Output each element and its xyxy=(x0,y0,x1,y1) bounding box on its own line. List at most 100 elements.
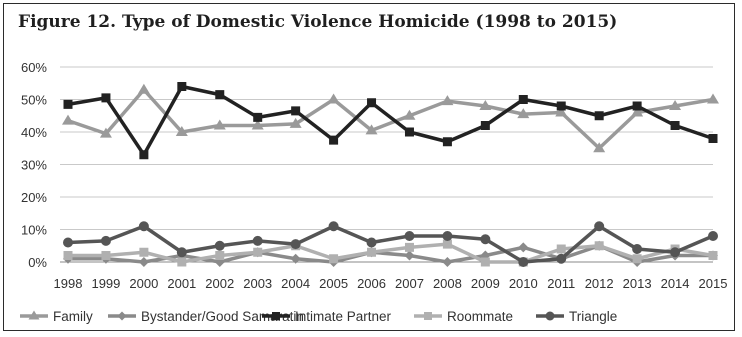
data-point xyxy=(670,247,681,258)
data-point xyxy=(291,106,301,116)
x-tick-label: 2008 xyxy=(433,276,462,291)
data-point xyxy=(290,253,301,264)
legend-label: Family xyxy=(53,309,93,324)
legend-item: Triangle xyxy=(536,309,617,324)
x-tick-label: 2000 xyxy=(129,276,158,291)
data-point xyxy=(708,251,718,260)
x-tick-label: 2006 xyxy=(357,276,386,291)
data-point xyxy=(556,253,567,264)
legend-item: Bystander/Good Samaratin xyxy=(108,309,304,324)
data-point xyxy=(177,82,187,91)
data-point xyxy=(139,247,149,257)
data-point xyxy=(215,251,225,260)
data-point xyxy=(442,257,453,267)
data-point xyxy=(176,247,187,258)
data-point xyxy=(328,221,339,232)
data-point xyxy=(479,100,492,110)
x-tick-label: 2002 xyxy=(205,276,234,291)
data-point xyxy=(594,241,604,251)
data-point xyxy=(669,100,682,110)
data-point xyxy=(99,127,112,138)
data-point xyxy=(404,250,415,261)
data-point xyxy=(480,121,490,130)
data-point xyxy=(177,257,187,267)
x-tick-label: 2015 xyxy=(699,276,728,291)
y-tick-label: 20% xyxy=(21,190,47,205)
x-axis: 1998 1999 2000 2001 2002 2003 2004 2005 2006 2007… xyxy=(54,276,728,291)
data-point xyxy=(708,134,718,143)
legend-item: Intimate Partner xyxy=(262,309,392,324)
data-point xyxy=(366,237,377,248)
data-point xyxy=(365,124,378,135)
data-point xyxy=(253,247,263,257)
data-point xyxy=(708,231,718,241)
x-tick-label: 2005 xyxy=(319,276,348,291)
series-4 xyxy=(63,221,718,267)
data-point xyxy=(101,93,111,103)
x-tick-label: 2014 xyxy=(661,276,690,291)
data-point xyxy=(632,101,642,111)
data-point xyxy=(329,254,339,264)
data-point xyxy=(556,101,566,111)
data-point xyxy=(517,108,530,119)
data-point xyxy=(327,93,340,104)
series-line xyxy=(68,242,714,264)
data-point xyxy=(441,95,454,106)
data-point xyxy=(518,257,529,267)
y-tick-label: 40% xyxy=(21,125,47,140)
x-tick-label: 2001 xyxy=(167,276,196,291)
x-tick-label: 2004 xyxy=(281,276,310,291)
data-point xyxy=(480,234,491,245)
data-point xyxy=(215,90,225,100)
data-point xyxy=(403,109,416,120)
data-point xyxy=(367,98,377,108)
x-tick-label: 2003 xyxy=(243,276,272,291)
legend-item: Roommate xyxy=(414,309,513,324)
data-point xyxy=(367,247,377,257)
data-point xyxy=(329,135,339,145)
legend-label: Bystander/Good Samaratin xyxy=(141,309,304,324)
series-group xyxy=(62,82,719,267)
legend-item: Family xyxy=(20,309,93,324)
chart-title: Figure 12. Type of Domestic Violence Hom… xyxy=(18,12,618,32)
x-tick-label: 2012 xyxy=(585,276,614,291)
data-point xyxy=(442,239,452,249)
data-point xyxy=(63,237,73,248)
x-tick-label: 1998 xyxy=(54,276,83,291)
data-point xyxy=(117,311,127,321)
legend-label: Roommate xyxy=(447,309,513,324)
series-0 xyxy=(62,83,719,153)
data-point xyxy=(594,111,604,121)
y-axis: 0% 10% 20% 30% 40% 50% 60% xyxy=(21,60,47,270)
data-point xyxy=(442,137,452,147)
x-tick-label: 2010 xyxy=(509,276,538,291)
series-line xyxy=(67,88,714,150)
data-point xyxy=(556,244,566,254)
y-tick-label: 60% xyxy=(21,60,47,75)
x-tick-label: 2013 xyxy=(623,276,652,291)
data-point xyxy=(138,257,149,267)
data-point xyxy=(404,242,414,252)
data-point xyxy=(593,142,606,153)
data-point xyxy=(252,235,263,246)
data-point xyxy=(518,95,528,104)
data-point xyxy=(100,235,111,246)
data-point xyxy=(424,312,432,320)
data-point xyxy=(139,150,149,160)
x-tick-label: 2007 xyxy=(395,276,424,291)
data-point xyxy=(670,121,680,130)
gridlines xyxy=(60,66,713,263)
data-point xyxy=(101,251,111,260)
data-point xyxy=(480,257,490,267)
y-tick-label: 50% xyxy=(21,93,47,108)
data-point xyxy=(28,310,40,320)
data-point xyxy=(594,221,605,232)
x-tick-label: 2009 xyxy=(471,276,500,291)
legend-label: Triangle xyxy=(569,309,617,324)
data-point xyxy=(289,117,302,128)
data-point xyxy=(214,240,225,251)
x-tick-label: 1999 xyxy=(91,276,120,291)
legend-label: Intimate Partner xyxy=(295,309,392,324)
